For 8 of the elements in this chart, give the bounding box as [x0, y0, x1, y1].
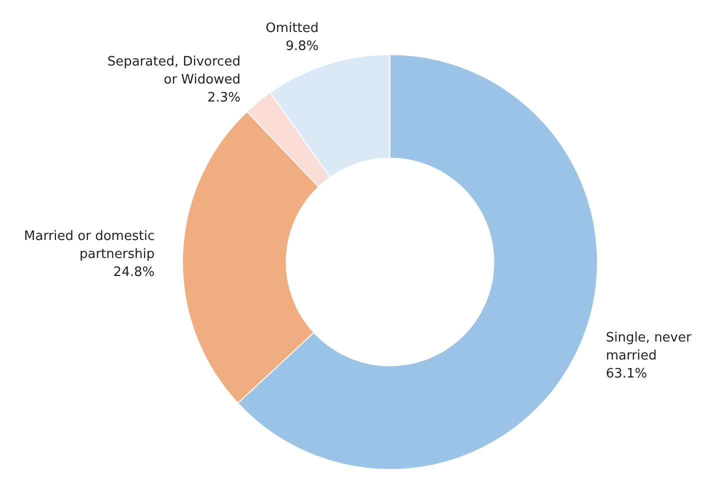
slice-label: Separated, Divorced or Widowed — [107, 54, 240, 88]
data-label: 9.8% — [286, 38, 319, 54]
slice-label: Single, never married — [606, 330, 692, 364]
data-label: 24.8% — [113, 264, 155, 280]
data-label: 2.3% — [207, 90, 240, 106]
data-label: 63.1% — [606, 366, 648, 382]
slice-label: Omitted — [266, 20, 319, 36]
slice-label: Married or domestic partnership — [24, 228, 155, 262]
